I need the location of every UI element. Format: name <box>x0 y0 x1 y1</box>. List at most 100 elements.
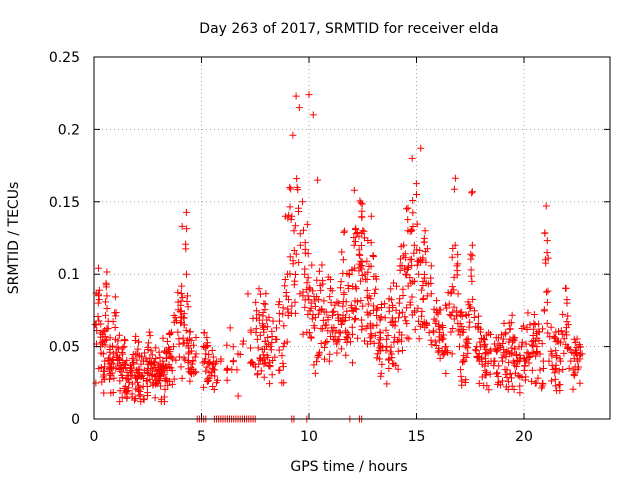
data-point <box>387 343 395 351</box>
data-point <box>326 275 334 283</box>
data-point <box>522 340 530 348</box>
data-point <box>260 373 268 381</box>
data-point <box>322 339 330 347</box>
data-point <box>100 389 108 397</box>
data-point <box>159 334 167 342</box>
data-point <box>363 286 371 294</box>
data-point <box>343 307 351 315</box>
data-point <box>200 383 208 391</box>
data-point <box>409 209 417 217</box>
data-point <box>134 345 142 353</box>
data-point <box>482 371 490 379</box>
data-point <box>490 362 498 370</box>
data-point <box>203 334 211 342</box>
data-point <box>355 232 363 240</box>
data-point <box>464 349 472 357</box>
data-point <box>518 343 526 351</box>
data-point <box>286 270 294 278</box>
data-point <box>161 385 169 393</box>
data-point <box>314 310 322 318</box>
data-point <box>381 314 389 322</box>
data-point <box>304 310 312 318</box>
data-point <box>390 279 398 287</box>
data-point <box>506 370 514 378</box>
data-point <box>563 296 571 304</box>
data-point <box>557 339 565 347</box>
data-point <box>275 298 283 306</box>
data-point <box>120 343 128 351</box>
data-point <box>394 365 402 373</box>
data-point <box>311 297 319 305</box>
data-point <box>391 322 399 330</box>
data-point <box>416 246 424 254</box>
data-point <box>366 309 374 317</box>
data-point <box>202 367 210 375</box>
data-point <box>563 331 571 339</box>
data-point <box>472 323 480 331</box>
data-point <box>343 338 351 346</box>
data-point <box>570 355 578 363</box>
data-point <box>321 355 329 363</box>
data-point <box>328 287 336 295</box>
data-point <box>551 365 559 373</box>
data-point <box>406 274 414 282</box>
data-point <box>303 220 311 228</box>
data-point <box>103 305 111 313</box>
data-point <box>199 343 207 351</box>
data-point <box>319 280 327 288</box>
data-point <box>135 392 143 400</box>
data-point <box>462 336 470 344</box>
data-point <box>97 349 105 357</box>
data-point <box>435 333 443 341</box>
data-point <box>494 334 502 342</box>
data-point <box>450 185 458 193</box>
data-point <box>402 317 410 325</box>
data-point <box>530 310 538 318</box>
data-point <box>389 303 397 311</box>
data-point <box>114 337 122 345</box>
data-point <box>352 315 360 323</box>
data-point <box>367 239 375 247</box>
data-point <box>253 335 261 343</box>
data-point <box>375 339 383 347</box>
data-point <box>223 366 231 374</box>
data-point <box>395 336 403 344</box>
data-point <box>317 286 325 294</box>
data-point <box>163 337 171 345</box>
data-point <box>351 237 359 245</box>
data-point <box>253 307 261 315</box>
data-point <box>340 289 348 297</box>
data-point <box>359 302 367 310</box>
data-point <box>251 363 259 371</box>
data-point <box>205 351 213 359</box>
data-point <box>410 249 418 257</box>
data-point <box>314 176 322 184</box>
data-point <box>356 251 364 259</box>
data-point <box>363 294 371 302</box>
data-point <box>534 328 542 336</box>
data-point <box>338 248 346 256</box>
data-point <box>94 313 102 321</box>
data-point <box>103 268 111 276</box>
data-point <box>130 360 138 368</box>
data-point <box>185 357 193 365</box>
data-point <box>292 270 300 278</box>
data-point <box>299 198 307 206</box>
data-point <box>184 342 192 350</box>
data-point <box>111 323 119 331</box>
data-point <box>576 351 584 359</box>
data-point <box>102 298 110 306</box>
data-point <box>210 385 218 393</box>
data-point <box>255 285 263 293</box>
data-point <box>97 320 105 328</box>
data-point <box>152 354 160 362</box>
data-point <box>139 371 147 379</box>
data-point <box>486 370 494 378</box>
data-point <box>260 323 268 331</box>
data-point <box>528 377 536 385</box>
data-point <box>239 337 247 345</box>
data-point <box>436 328 444 336</box>
data-point <box>499 335 507 343</box>
data-point <box>390 360 398 368</box>
data-point <box>447 289 455 297</box>
